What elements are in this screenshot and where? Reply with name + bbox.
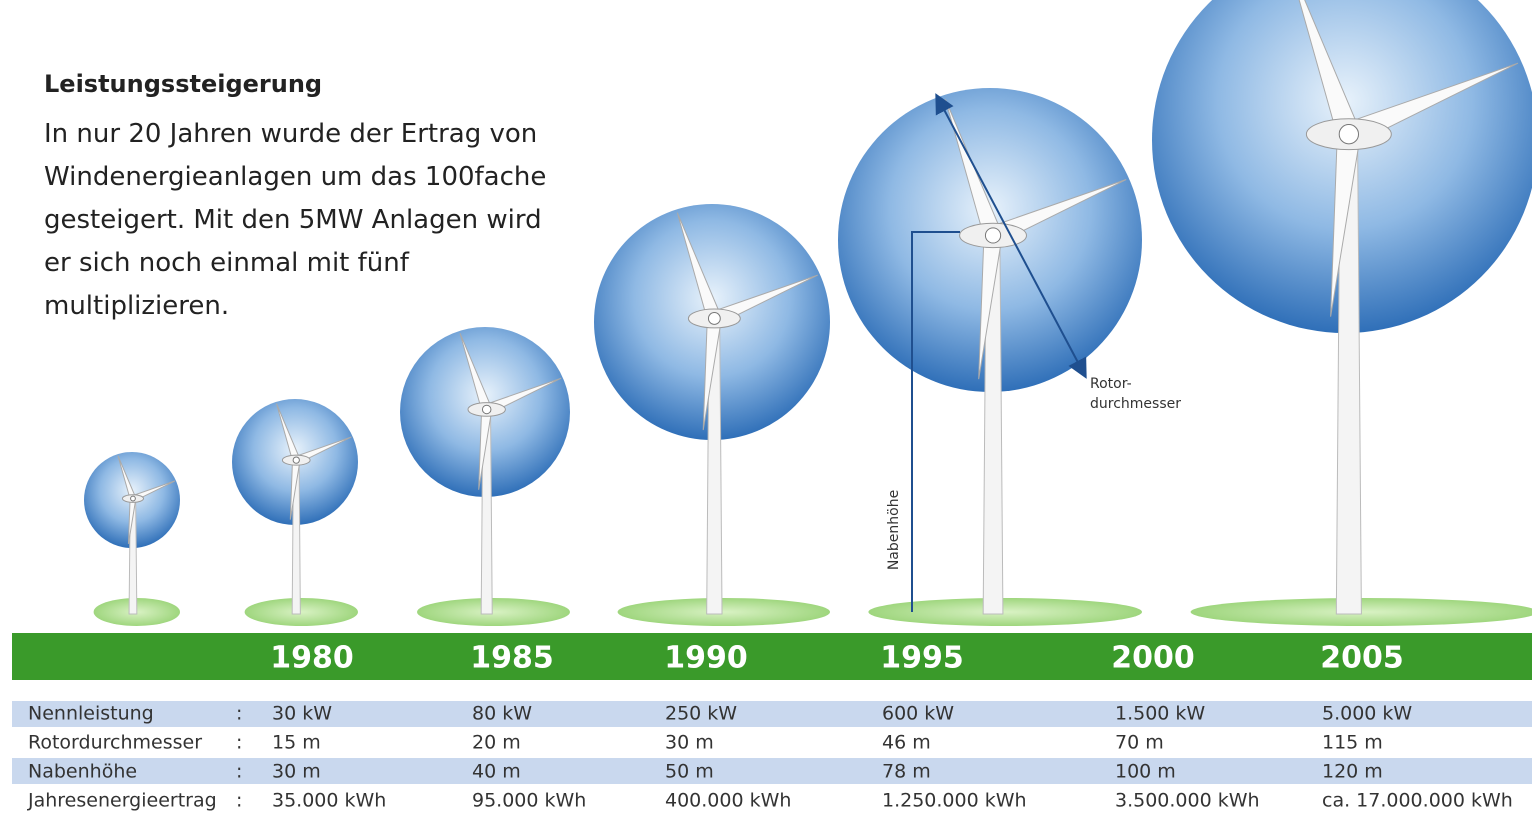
cell: 78 m: [882, 761, 931, 783]
year: 2000: [1111, 641, 1195, 676]
hub-label: Nabenhöhe: [886, 490, 902, 570]
cell: 95.000 kWh: [472, 790, 586, 812]
cell: 120 m: [1322, 761, 1383, 783]
turbine: [84, 452, 180, 626]
cell: 600 kW: [882, 703, 954, 725]
timeline-bar: [12, 633, 1532, 680]
title: Leistungssteigerung: [44, 70, 322, 98]
intro: In nur 20 Jahren wurde der Ertrag von Win…: [44, 119, 546, 321]
intro-line: In nur 20 Jahren wurde der Ertrag von: [44, 119, 537, 149]
row-label: Nabenhöhe: [28, 761, 137, 783]
year: 1995: [880, 641, 964, 676]
cell: ca. 17.000.000 kWh: [1322, 790, 1513, 812]
cell: 3.500.000 kWh: [1115, 790, 1260, 812]
row-separator: :: [236, 703, 242, 725]
row-label: Jahresenergieertrag: [27, 790, 217, 812]
cell: 70 m: [1115, 732, 1164, 754]
cell: 80 kW: [472, 703, 532, 725]
intro-line: multiplizieren.: [44, 291, 229, 321]
cell: 15 m: [272, 732, 321, 754]
hub: [1339, 125, 1358, 144]
cell: 20 m: [472, 732, 521, 754]
ground: [868, 598, 1142, 626]
row-separator: :: [236, 761, 242, 783]
cell: 35.000 kWh: [272, 790, 386, 812]
hub: [131, 496, 136, 501]
cell: 5.000 kW: [1322, 703, 1412, 725]
hub: [985, 228, 1000, 243]
row-label: Nennleistung: [28, 703, 154, 725]
hub: [293, 457, 299, 463]
cell: 30 kW: [272, 703, 332, 725]
infographic: Leistungssteigerung In nur 20 Jahren wur…: [0, 0, 1532, 814]
ground: [618, 598, 830, 626]
cell: 115 m: [1322, 732, 1383, 754]
turbine: [594, 204, 830, 626]
ground: [417, 598, 570, 626]
year: 1990: [664, 641, 748, 676]
cell: 50 m: [665, 761, 714, 783]
row-separator: :: [236, 790, 242, 812]
turbine: [232, 399, 358, 626]
intro-line: Windenergieanlagen um das 100fache: [44, 162, 546, 192]
cell: 100 m: [1115, 761, 1176, 783]
hub: [708, 313, 720, 325]
year: 2005: [1320, 641, 1404, 676]
turbine: [400, 327, 570, 626]
row-separator: :: [236, 732, 242, 754]
cell: 30 m: [665, 732, 714, 754]
turbine: [1152, 0, 1532, 626]
rotor-label: Rotor-: [1090, 376, 1132, 392]
cell: 400.000 kWh: [665, 790, 791, 812]
turbine: [838, 88, 1142, 626]
ground: [245, 598, 358, 626]
cell: 30 m: [272, 761, 321, 783]
hub: [482, 405, 491, 414]
year: 1985: [470, 641, 554, 676]
cell: 46 m: [882, 732, 931, 754]
intro-line: er sich noch einmal mit fünf: [44, 248, 410, 278]
cell: 1.500 kW: [1115, 703, 1205, 725]
row-label: Rotordurchmesser: [28, 732, 202, 754]
rotor-label: durchmesser: [1090, 396, 1181, 412]
cell: 1.250.000 kWh: [882, 790, 1027, 812]
cell: 40 m: [472, 761, 521, 783]
cell: 250 kW: [665, 703, 737, 725]
intro-line: gesteigert. Mit den 5MW Anlagen wird: [44, 205, 542, 235]
year: 1980: [270, 641, 354, 676]
